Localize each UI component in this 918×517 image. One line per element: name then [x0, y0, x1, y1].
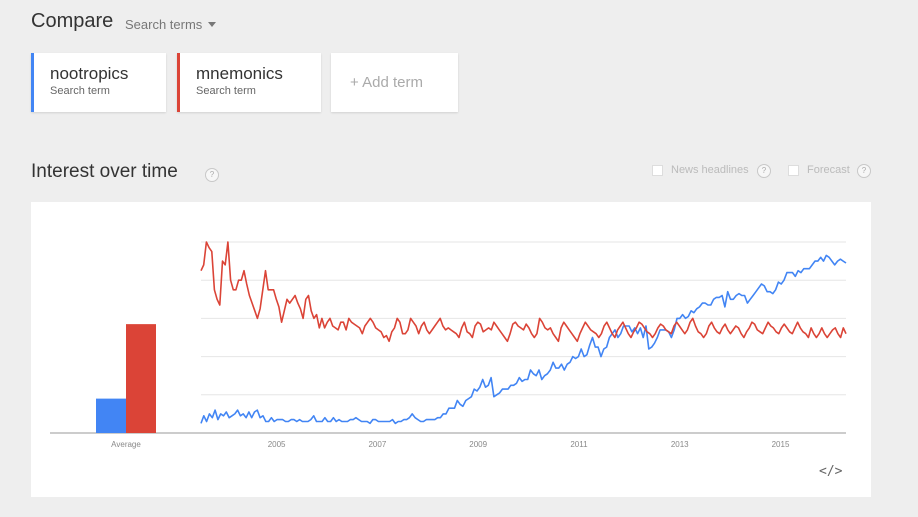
- x-tick-label: 2007: [368, 440, 386, 449]
- help-icon[interactable]: ?: [205, 168, 219, 182]
- news-headlines-help-icon[interactable]: ?: [757, 164, 771, 178]
- term-name: mnemonics: [196, 64, 283, 83]
- average-bar-nootropics: [96, 398, 126, 433]
- term-subtitle: Search term: [196, 85, 256, 97]
- embed-icon[interactable]: </>: [819, 464, 843, 479]
- average-bar-mnemonics: [126, 324, 156, 433]
- series-line-mnemonics: [200, 241, 847, 343]
- trend-chart: Average 2005 2007 2009 2011 2013 2015: [50, 241, 847, 449]
- forecast-label: Forecast: [807, 164, 850, 176]
- chart-card: Average 2005 2007 2009 2011 2013 2015 </>: [31, 202, 871, 497]
- forecast-checkbox[interactable]: [788, 165, 799, 176]
- x-tick-label: 2011: [570, 440, 588, 449]
- term-subtitle: Search term: [50, 85, 110, 97]
- forecast-help-icon[interactable]: ?: [857, 164, 871, 178]
- x-tick-label: 2015: [772, 440, 790, 449]
- news-headlines-checkbox[interactable]: [652, 165, 663, 176]
- section-title: Interest over time: [31, 161, 178, 182]
- series-line-nootropics: [200, 254, 847, 425]
- term-name: nootropics: [50, 64, 129, 83]
- term-card-mnemonics[interactable]: mnemonics Search term: [177, 53, 321, 112]
- x-tick-label: 2005: [268, 440, 286, 449]
- average-label: Average: [111, 440, 141, 449]
- compare-title: Compare: [31, 10, 114, 32]
- x-tick-label: 2009: [469, 440, 487, 449]
- add-term-button[interactable]: + Add term: [331, 53, 458, 112]
- add-term-label: + Add term: [350, 74, 423, 91]
- search-terms-label: Search terms: [125, 17, 203, 32]
- x-tick-label: 2013: [671, 440, 689, 449]
- term-card-nootropics[interactable]: nootropics Search term: [31, 53, 166, 112]
- news-headlines-label: News headlines: [671, 164, 749, 176]
- chevron-down-icon: [208, 22, 217, 27]
- search-terms-dropdown[interactable]: Search terms: [125, 17, 217, 32]
